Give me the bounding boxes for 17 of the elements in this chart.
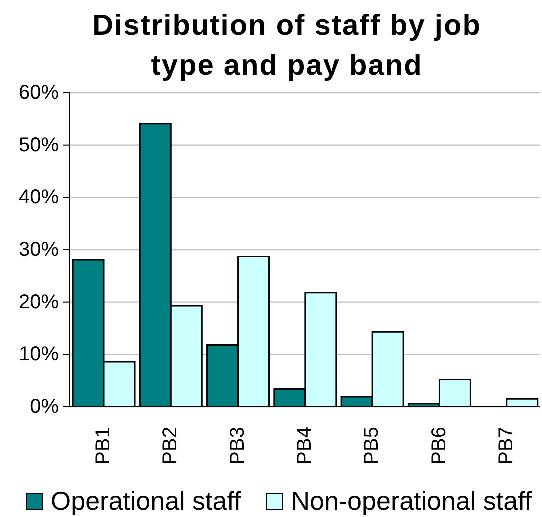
- x-tick-label: PB3: [226, 427, 249, 465]
- x-tick-label: PB7: [495, 427, 518, 465]
- y-tick-label: 0%: [30, 396, 60, 418]
- x-tick-label: PB4: [294, 427, 316, 465]
- y-tick-label: 50%: [18, 134, 60, 156]
- chart-title: Distribution of staff by job type and pay band: [92, 9, 482, 84]
- legend-label: Non-operational staff: [291, 486, 532, 517]
- y-tick-label: 30%: [18, 239, 60, 261]
- x-tick-label: PB2: [160, 427, 182, 465]
- y-tick-label: 10%: [18, 344, 60, 366]
- y-tick-label: 40%: [18, 186, 60, 209]
- legend-label: Operational staff: [50, 486, 242, 517]
- x-tick-label: PB1: [92, 427, 115, 465]
- y-tick-label: 20%: [18, 291, 60, 314]
- x-tick-label: PB6: [428, 427, 450, 465]
- y-tick-label: 60%: [18, 82, 60, 104]
- x-tick-label: PB5: [361, 427, 384, 465]
